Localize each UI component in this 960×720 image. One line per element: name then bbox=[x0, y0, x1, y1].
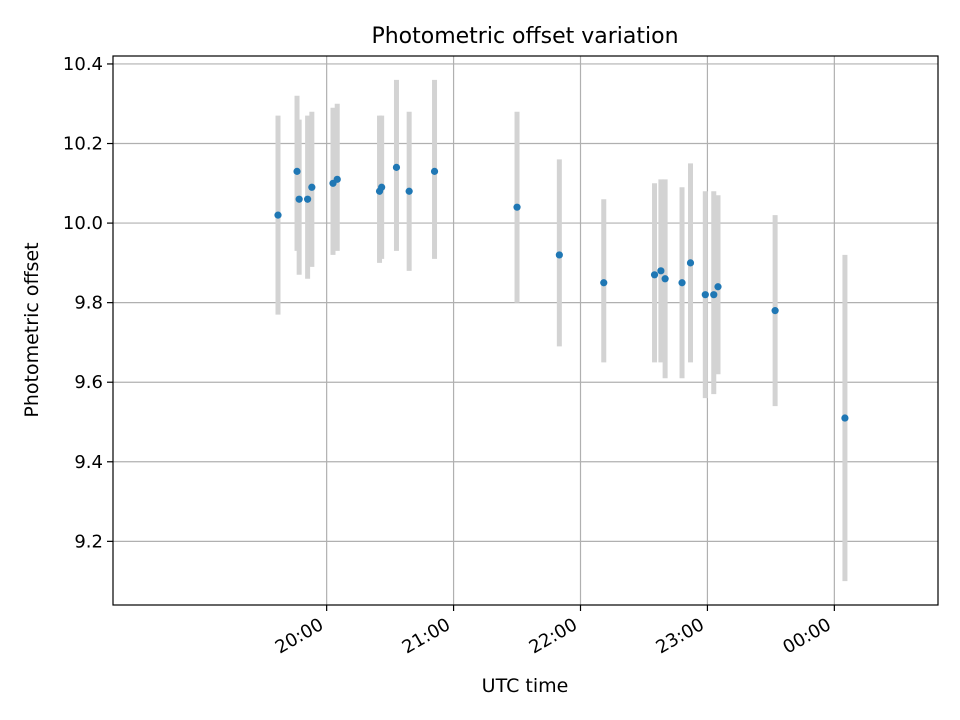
data-point bbox=[771, 307, 779, 315]
y-tick-label: 10.0 bbox=[63, 213, 103, 234]
data-point bbox=[710, 291, 718, 299]
data-point bbox=[378, 183, 386, 191]
x-axis-label: UTC time bbox=[482, 675, 569, 697]
y-tick-label: 9.2 bbox=[74, 531, 103, 552]
data-point bbox=[686, 259, 695, 267]
data-point bbox=[430, 167, 439, 175]
y-axis-label: Photometric offset bbox=[21, 242, 43, 417]
data-point bbox=[274, 211, 282, 219]
data-point bbox=[657, 267, 665, 275]
data-point bbox=[661, 275, 669, 283]
data-point bbox=[714, 283, 722, 291]
data-point bbox=[308, 183, 316, 191]
data-point bbox=[295, 195, 303, 203]
data-point bbox=[293, 167, 301, 175]
y-tick-label: 9.4 bbox=[74, 452, 103, 473]
data-point bbox=[392, 163, 401, 171]
grid bbox=[113, 56, 938, 605]
y-tick-label: 9.8 bbox=[74, 293, 103, 314]
y-axis-ticks: 9.2 9.4 9.6 9.8 10.0 10.2 10.4 bbox=[63, 54, 113, 552]
data-point bbox=[555, 251, 563, 259]
data-point bbox=[701, 291, 709, 299]
data-point bbox=[600, 279, 608, 287]
data-point bbox=[304, 195, 312, 203]
data-point bbox=[650, 271, 659, 279]
chart-title: Photometric offset variation bbox=[371, 24, 678, 49]
y-tick-label: 9.6 bbox=[74, 372, 103, 393]
data-point bbox=[405, 187, 413, 195]
y-tick-label: 10.2 bbox=[63, 134, 103, 155]
data-point bbox=[678, 279, 686, 287]
data-points bbox=[274, 163, 849, 422]
plot-frame bbox=[112, 55, 939, 606]
data-point bbox=[513, 203, 521, 211]
data-point bbox=[333, 175, 341, 183]
y-tick-label: 10.4 bbox=[63, 54, 103, 75]
data-point bbox=[841, 414, 849, 422]
